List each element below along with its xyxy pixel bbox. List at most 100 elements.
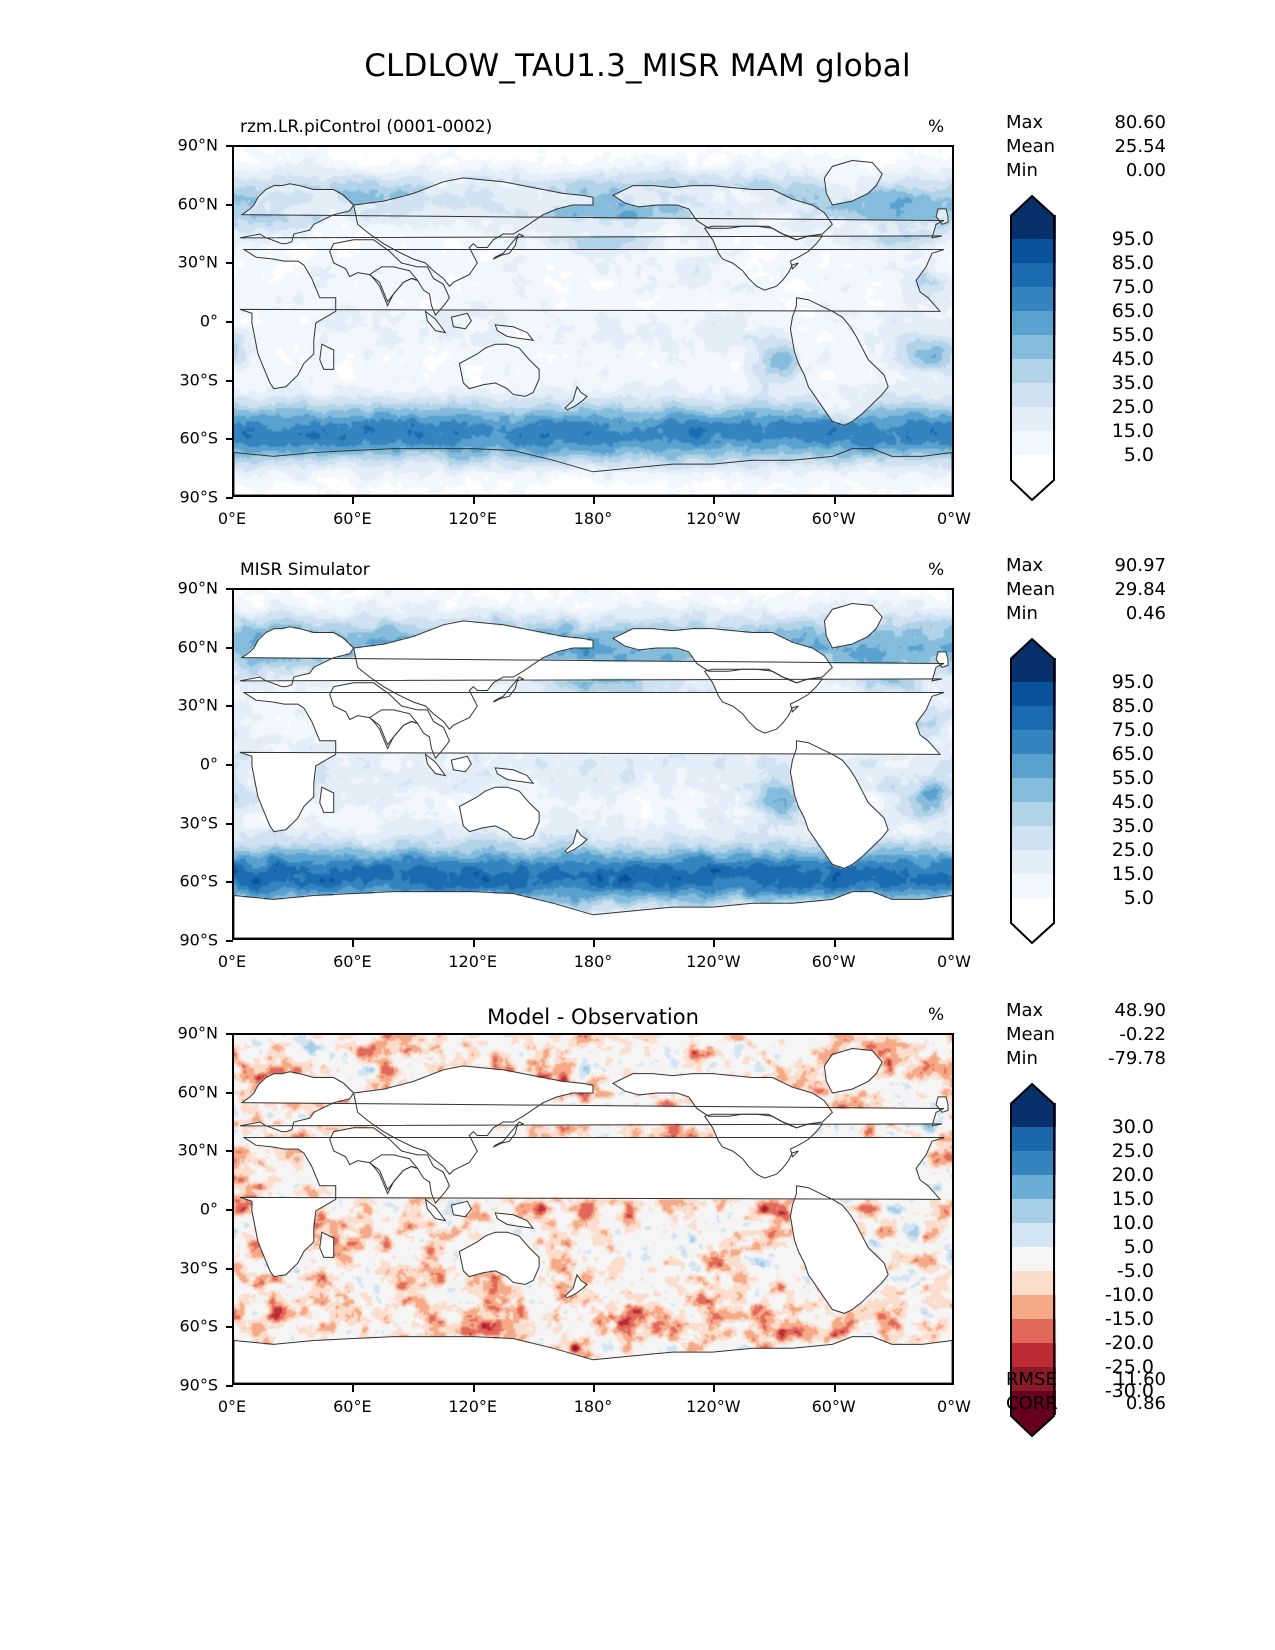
colorbar-extend-min xyxy=(1010,479,1054,499)
footer-stats: RMSE 11.60 CORR 0.86 xyxy=(1006,1368,1166,1416)
map-model xyxy=(232,145,954,497)
map-observation xyxy=(232,588,954,940)
colorbar-band: 25.0 xyxy=(1012,383,1154,418)
x-tick-label: 180° xyxy=(573,509,613,528)
colorbar-tick-label: 5.0 xyxy=(1123,1236,1154,1258)
colorbar-tick-label: 25.0 xyxy=(1111,396,1154,418)
colorbar-extend-max xyxy=(1010,1083,1054,1103)
colorbar-tick-label: 45.0 xyxy=(1111,348,1154,370)
colorbar-extend-max xyxy=(1010,638,1054,658)
y-tick-label: 60°N xyxy=(177,1082,218,1102)
stat-row: Min -79.78 xyxy=(1006,1047,1166,1071)
colorbar-band xyxy=(1012,455,1056,479)
x-tick-label: 120°W xyxy=(686,1397,741,1416)
colorbar-tick-label: -5.0 xyxy=(1116,1260,1154,1282)
y-tick-label: 0° xyxy=(199,1199,218,1219)
colorbar-band: 65.0 xyxy=(1012,287,1154,322)
stats-block-difference: Max 48.90 Mean -0.22 Min -79.78 xyxy=(1006,999,1166,1071)
colorbar-tick-label: 85.0 xyxy=(1111,695,1154,717)
colorbar-band: 15.0 xyxy=(1012,850,1154,885)
panel-subtitle-model: rzm.LR.piControl (0001-0002) xyxy=(240,117,493,137)
colorbar-tick-label: 10.0 xyxy=(1111,1212,1154,1234)
y-tick-mark xyxy=(226,1267,233,1270)
y-tick-mark xyxy=(226,145,233,147)
coastline-overlay xyxy=(234,1035,952,1383)
colorbar-band: 30.0 xyxy=(1012,1103,1154,1138)
panel-model: rzm.LR.piControl (0001-0002)% 90°N 60°N 30°… xyxy=(0,105,1275,545)
colorbar-band: 20.0 xyxy=(1012,1151,1154,1186)
x-tick-mark xyxy=(833,497,836,504)
y-tick-label: 60°N xyxy=(177,194,218,214)
x-tick-label: 60°W xyxy=(811,509,856,528)
colorbar-tick-label: 75.0 xyxy=(1111,719,1154,741)
colorbar-tick-label: 55.0 xyxy=(1111,324,1154,346)
colorbar-tick-label: 35.0 xyxy=(1111,815,1154,837)
x-tick-label: 180° xyxy=(573,1397,613,1416)
y-tick-label: 90°S xyxy=(179,487,218,507)
y-tick-mark xyxy=(226,1209,233,1211)
colorbar-extend-min xyxy=(1010,922,1054,942)
y-tick-mark xyxy=(226,321,233,323)
stat-row: Mean 25.54 xyxy=(1006,135,1166,159)
colorbar-tick-label: 95.0 xyxy=(1111,671,1154,693)
stat-key: RMSE xyxy=(1006,1369,1057,1390)
colorbar-band: 85.0 xyxy=(1012,682,1154,717)
colorbar-tick-label: 5.0 xyxy=(1123,444,1154,466)
colorbar-band: 15.0 xyxy=(1012,1175,1154,1210)
x-tick-mark xyxy=(593,940,595,947)
x-tick-mark xyxy=(713,497,716,504)
y-tick-mark xyxy=(226,588,233,590)
colorbar-band: 95.0 xyxy=(1012,658,1154,693)
x-tick-label: 0°W xyxy=(937,952,971,971)
y-tick-mark xyxy=(226,822,233,825)
stat-value: 0.86 xyxy=(1125,1393,1166,1414)
x-tick-label: 60°E xyxy=(333,1397,372,1416)
stat-key: Max xyxy=(1006,1000,1044,1021)
x-tick-label: 60°W xyxy=(811,952,856,971)
colorbar-band: 10.0 xyxy=(1012,1199,1154,1234)
y-tick-label: 30°S xyxy=(179,813,218,833)
colorbar-tick-label: 20.0 xyxy=(1111,1164,1154,1186)
stat-value: -79.78 xyxy=(1107,1048,1166,1069)
colorbar: 95.0 85.0 75.0 65.0 55.0 45.0 35.0 25.0 15.0 5.0 xyxy=(1010,638,1210,944)
colorbar-extend-min xyxy=(1010,1415,1054,1435)
colorbar-tick-label: 25.0 xyxy=(1111,839,1154,861)
stat-key: Max xyxy=(1006,555,1044,576)
x-tick-label: 0°W xyxy=(937,1397,971,1416)
stat-value: -0.22 xyxy=(1119,1024,1166,1045)
colorbar-band: -20.0 xyxy=(1012,1319,1154,1354)
colorbar: 95.0 85.0 75.0 65.0 55.0 45.0 35.0 25.0 15.0 5.0 xyxy=(1010,195,1210,501)
x-tick-mark xyxy=(713,1385,716,1392)
x-tick-label: 0°E xyxy=(217,952,247,971)
colorbar-band: 45.0 xyxy=(1012,335,1154,370)
colorbar-band: -10.0 xyxy=(1012,1271,1154,1306)
stat-value: 0.46 xyxy=(1125,603,1166,624)
stat-value: 80.60 xyxy=(1114,112,1166,133)
x-tick-mark xyxy=(472,497,475,504)
stat-key: Max xyxy=(1006,112,1044,133)
coastline-overlay xyxy=(234,590,952,938)
y-tick-label: 90°N xyxy=(177,1023,218,1043)
stat-row: Max 90.97 xyxy=(1006,554,1166,578)
colorbar-band: 65.0 xyxy=(1012,730,1154,765)
colorbar-tick-label: 15.0 xyxy=(1111,863,1154,885)
y-tick-label: 30°N xyxy=(177,252,218,272)
colorbar-tick-label: 65.0 xyxy=(1111,743,1154,765)
y-tick-mark xyxy=(226,764,233,766)
panel-units-label: % xyxy=(928,1005,945,1025)
y-tick-mark xyxy=(226,1091,233,1094)
x-tick-label: 0°E xyxy=(217,509,247,528)
panel-subtitle-observation: MISR Simulator xyxy=(240,560,370,580)
y-tick-mark xyxy=(226,497,233,499)
colorbar-band: 15.0 xyxy=(1012,407,1154,442)
x-tick-mark xyxy=(593,497,595,504)
colorbar-band: 85.0 xyxy=(1012,239,1154,274)
colorbar-band xyxy=(1012,898,1056,922)
x-tick-mark xyxy=(833,1385,836,1392)
stats-block-model: Max 80.60 Mean 25.54 Min 0.00 xyxy=(1006,111,1166,183)
x-tick-label: 0°E xyxy=(217,1397,247,1416)
colorbar-band: 75.0 xyxy=(1012,706,1154,741)
colorbar-tick-label: 25.0 xyxy=(1111,1140,1154,1162)
coastline-overlay xyxy=(234,147,952,495)
colorbar-band: 35.0 xyxy=(1012,802,1154,837)
